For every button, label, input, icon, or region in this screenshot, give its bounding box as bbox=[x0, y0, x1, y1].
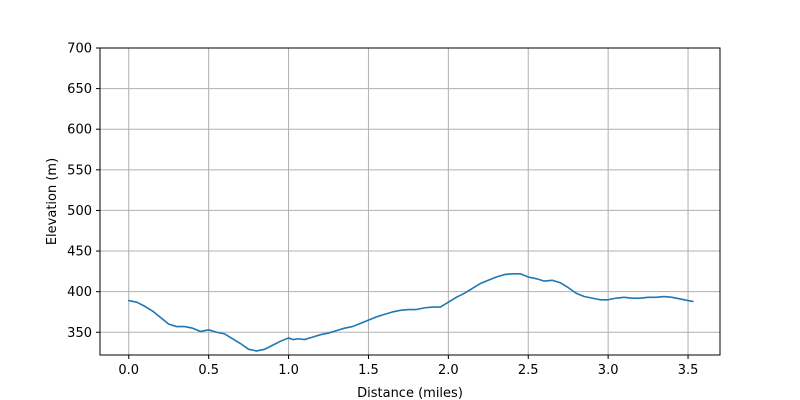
y-tick-label: 550 bbox=[67, 163, 92, 178]
x-tick-label: 1.0 bbox=[278, 363, 299, 378]
y-tick-label: 350 bbox=[67, 326, 92, 341]
y-tick-label: 700 bbox=[67, 42, 92, 57]
y-tick-label: 400 bbox=[67, 285, 92, 300]
x-axis-label: Distance (miles) bbox=[357, 386, 463, 400]
x-tick-label: 3.5 bbox=[678, 363, 699, 378]
elevation-line bbox=[127, 272, 694, 352]
x-tick-label: 2.0 bbox=[438, 363, 459, 378]
y-tick-label: 500 bbox=[67, 204, 92, 219]
x-tick-label: 1.5 bbox=[358, 363, 379, 378]
grid-lines bbox=[100, 47, 720, 355]
y-tick-label: 450 bbox=[67, 245, 92, 260]
x-tick-label: 0.0 bbox=[118, 363, 139, 378]
axis-ticks: 0.0 0.5 1.0 1.5 2.0 2.5 3.0 3.5 350 400 450 500 550 6… bbox=[67, 42, 698, 379]
plot-area bbox=[127, 272, 694, 352]
x-tick-label: 3.0 bbox=[598, 363, 619, 378]
y-axis-label: Elevation (m) bbox=[45, 158, 60, 245]
x-tick-label: 2.5 bbox=[518, 363, 539, 378]
plot-frame bbox=[99, 47, 721, 356]
x-tick-label: 0.5 bbox=[198, 363, 219, 378]
y-tick-label: 600 bbox=[67, 123, 92, 138]
y-tick-label: 650 bbox=[67, 82, 92, 97]
